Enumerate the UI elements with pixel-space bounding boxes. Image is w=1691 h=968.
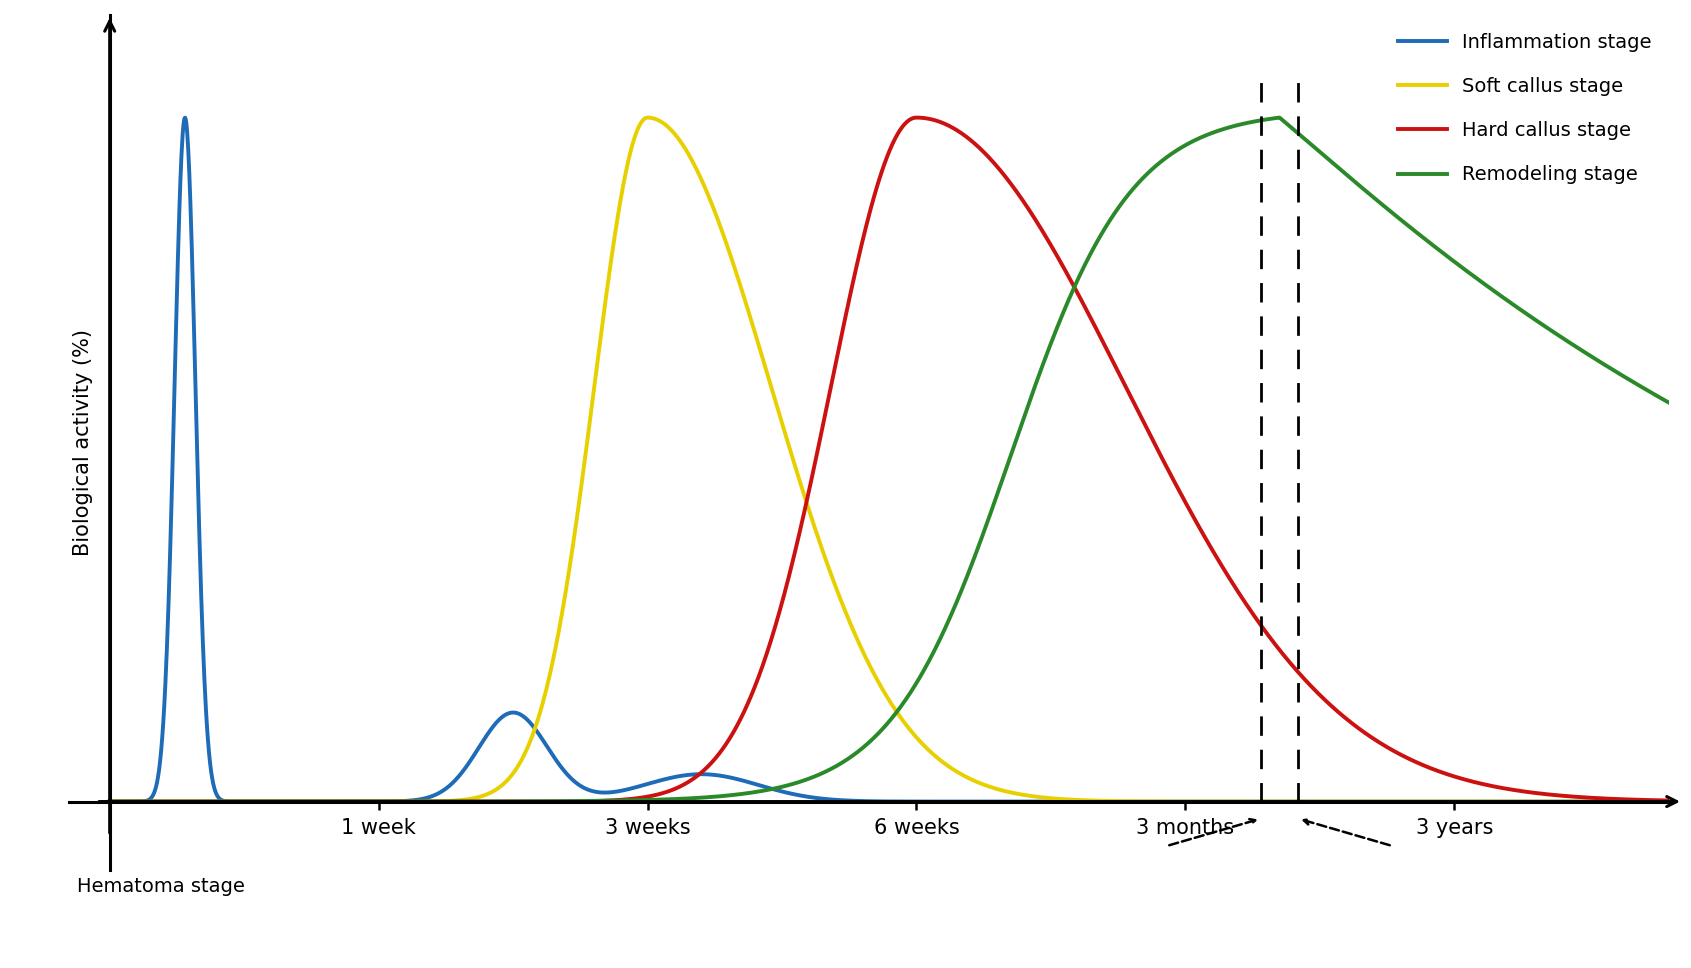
Y-axis label: Biological activity (%): Biological activity (%) bbox=[73, 329, 93, 556]
Text: Hematoma stage: Hematoma stage bbox=[78, 877, 245, 895]
Legend: Inflammation stage, Soft callus stage, Hard callus stage, Remodeling stage: Inflammation stage, Soft callus stage, H… bbox=[1390, 25, 1661, 192]
